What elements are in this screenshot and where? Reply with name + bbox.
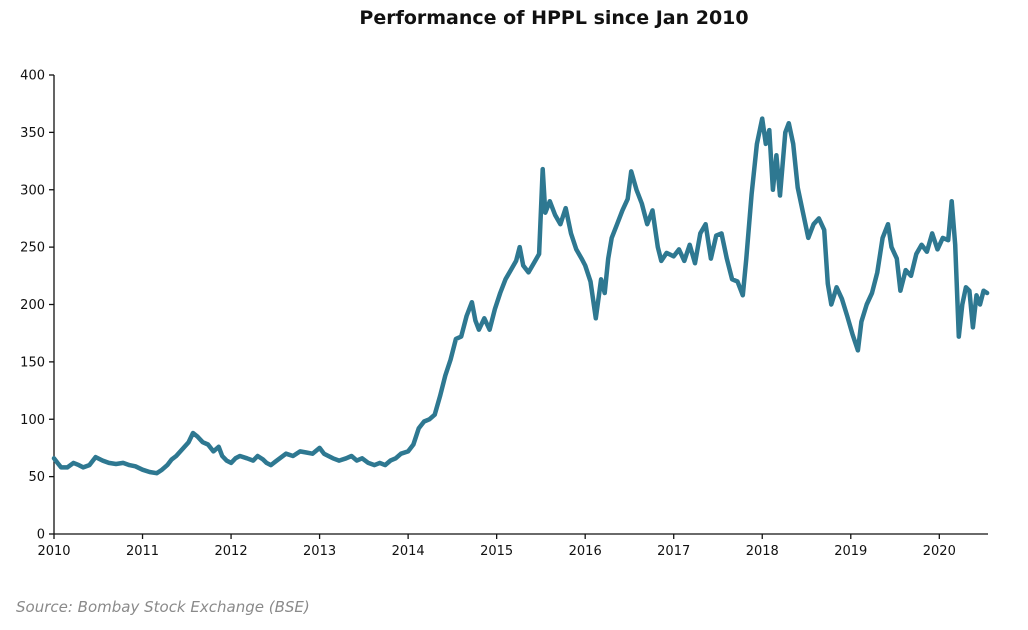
x-tick-label: 2015 <box>480 544 513 559</box>
series-line <box>51 116 990 476</box>
x-tick-label: 2017 <box>657 544 690 559</box>
x-tick-label: 2018 <box>746 544 779 559</box>
source-note: Source: Bombay Stock Exchange (BSE) <box>16 598 310 616</box>
x-tick-label: 2016 <box>569 544 602 559</box>
y-tick-label: 350 <box>20 126 45 141</box>
x-tick-label: 2014 <box>392 544 425 559</box>
x-axis: 2010 2011 2012 2013 2014 2015 2016 2017 2018 2019… <box>37 533 988 559</box>
y-tick-label: 200 <box>20 298 45 313</box>
x-tick-label: 2010 <box>37 544 70 559</box>
y-tick-label: 400 <box>20 69 45 84</box>
y-tick-label: 50 <box>28 470 45 485</box>
x-tick-label: 2012 <box>215 544 248 559</box>
y-axis: 0 50 100 150 200 250 300 350 400 <box>20 69 55 543</box>
y-tick-label: 150 <box>20 355 45 370</box>
y-tick-label: 250 <box>20 241 45 256</box>
y-tick-label: 100 <box>20 413 45 428</box>
y-tick-label: 300 <box>20 183 45 198</box>
y-tick-label: 0 <box>37 528 45 543</box>
x-tick-label: 2011 <box>126 544 159 559</box>
chart-title: Performance of HPPL since Jan 2010 <box>359 7 749 29</box>
x-tick-label: 2013 <box>303 544 336 559</box>
x-tick-label: 2020 <box>923 544 956 559</box>
x-tick-label: 2019 <box>834 544 867 559</box>
